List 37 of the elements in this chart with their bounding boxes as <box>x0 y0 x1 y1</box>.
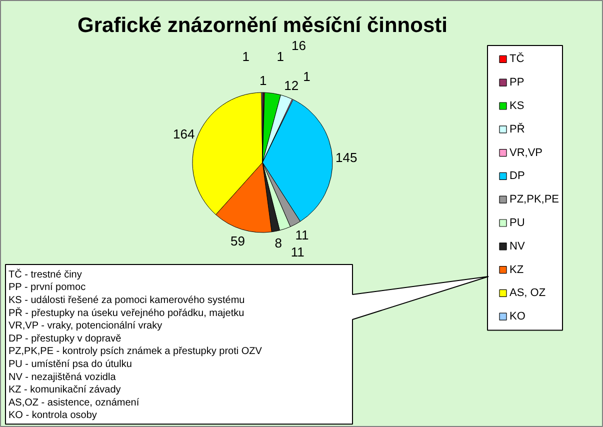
legend-label: PU <box>510 217 525 229</box>
data-label: 16 <box>292 38 306 53</box>
data-label: 11 <box>295 227 309 242</box>
data-label: 145 <box>336 150 358 166</box>
data-label: 1 <box>303 69 310 84</box>
data-label: 1 <box>276 49 284 64</box>
text: TČ - trestné činy <box>8 268 82 280</box>
legend-label: PZ,PK,PE <box>510 194 560 206</box>
data-label: 8 <box>274 236 282 251</box>
legend-label: PP <box>510 76 524 89</box>
legend-label: NV <box>510 240 526 252</box>
text: PP - první pomoc <box>8 282 86 294</box>
legend-label: KS <box>510 100 524 112</box>
data-label: 11 <box>290 244 304 260</box>
text: DP - přestupky v dopravě <box>8 333 122 344</box>
text: KZ - komunikační závady <box>8 384 121 396</box>
data-label: 59 <box>230 233 245 248</box>
text: AS,OZ - asistence, oznámení <box>8 397 140 408</box>
text: PU - umístění psa do útulku <box>8 359 132 370</box>
legend-label: VR,VP <box>510 146 543 159</box>
legend-label: KZ <box>510 264 524 276</box>
legend-label: KO <box>510 310 526 323</box>
text: PŘ - přestupky na úseku veřejného pořádku, majetku <box>8 306 244 319</box>
legend-label: PŘ <box>510 122 525 136</box>
chart-title: Grafické znázornění měsíční činnosti <box>78 14 448 37</box>
legend-label: TČ <box>510 52 524 66</box>
text: PZ,PK,PE - kontroly psích známek a přestupky proti OZV <box>8 346 262 358</box>
text: VR,VP - vraky, potencionální vraky <box>8 320 162 332</box>
data-label: 1 <box>260 73 267 88</box>
text: KO - kontrola osoby <box>8 410 97 422</box>
text: NV - nezajištěná vozidla <box>8 372 116 383</box>
data-label: 12 <box>284 78 299 93</box>
legend-label: DP <box>510 170 525 182</box>
legend-label: AS, OZ <box>510 287 546 300</box>
text: KS - události řešené za pomoci kamerového systému <box>8 295 245 306</box>
data-label: 164 <box>172 126 195 142</box>
data-label: 1 <box>242 49 250 64</box>
